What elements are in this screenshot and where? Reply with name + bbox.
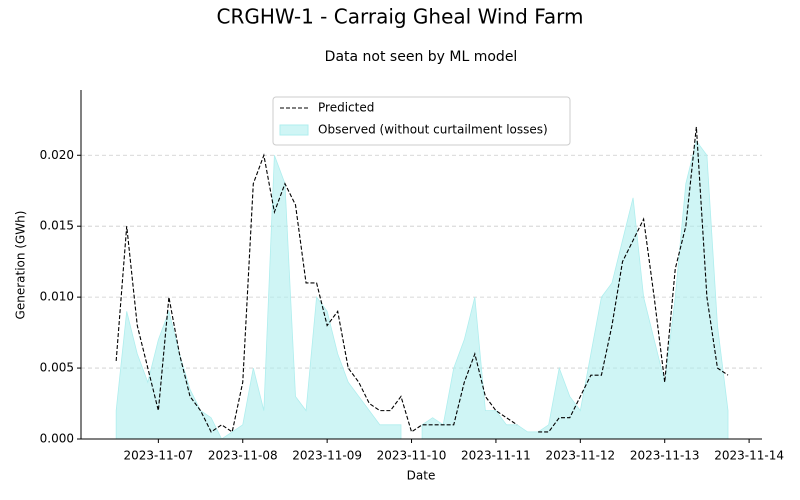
legend-label: Observed (without curtailment losses) (318, 123, 548, 137)
x-tick-label: 2023-11-13 (630, 449, 700, 463)
observed-area (421, 140, 729, 440)
predicted-line (538, 126, 729, 433)
y-tick-label: 0.005 (40, 361, 74, 375)
predicted-line (115, 153, 518, 433)
legend-box (272, 96, 571, 146)
y-tick-label: 0.020 (40, 148, 74, 162)
legend-swatch (279, 124, 309, 136)
chart-subtitle: Data not seen by ML model (325, 49, 518, 65)
x-tick-label: 2023-11-11 (461, 449, 531, 463)
y-tick-label: 0.010 (40, 290, 74, 304)
x-axis-label: Date (407, 469, 436, 483)
x-tick-label: 2023-11-08 (208, 449, 278, 463)
x-tick-label: 2023-11-14 (714, 449, 784, 463)
y-tick-label: 0.000 (40, 432, 74, 446)
chart-title: CRGHW-1 - Carraig Gheal Wind Farm (217, 5, 584, 29)
x-tick-label: 2023-11-10 (377, 449, 447, 463)
legend-label: Predicted (318, 101, 374, 115)
x-tick-label: 2023-11-09 (292, 449, 362, 463)
y-tick-label: 0.015 (40, 219, 74, 233)
y-axis-label: Generation (GWh) (14, 211, 28, 320)
x-tick-label: 2023-11-07 (123, 449, 193, 463)
x-tick-label: 2023-11-12 (545, 449, 615, 463)
observed-area (115, 155, 402, 440)
